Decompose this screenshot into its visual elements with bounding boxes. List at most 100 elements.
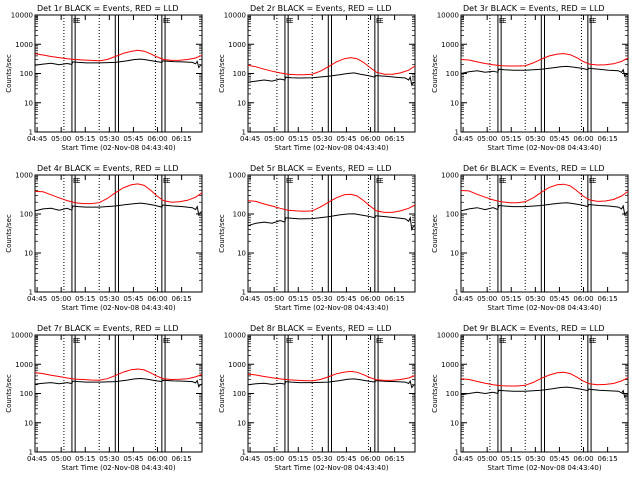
y-axis-label: Counts/sec (5, 54, 13, 93)
panel-det-2r: Det 2r BLACK = Events, RED = LLD 1 10 100 10… (218, 4, 416, 152)
interval-marker: E (589, 177, 593, 185)
x-tick-label: 05:30 (312, 135, 332, 143)
y-tick-label: 1000 (228, 361, 246, 369)
y-tick-label: 1 (455, 129, 459, 137)
y-axis-label: Counts/sec (5, 214, 13, 253)
x-tick-label: 06:15 (598, 295, 618, 303)
x-tick-label: 05:30 (525, 455, 545, 463)
interval-marker: E (289, 177, 293, 185)
x-tick-label: 04:45 (27, 295, 47, 303)
x-tick-label: 05:00 (264, 295, 284, 303)
x-tick-label: 06:15 (385, 135, 405, 143)
interval-marker: E (502, 17, 506, 25)
x-tick-label: 05:45 (549, 135, 569, 143)
x-tick-label: 06:00 (147, 455, 167, 463)
x-tick-label: 06:00 (573, 455, 593, 463)
interval-marker: E (73, 17, 77, 25)
interval-marker: E (379, 17, 383, 25)
x-tick-label: 05:15 (75, 295, 95, 303)
x-tick-label: 06:00 (360, 295, 380, 303)
interval-marker: E (286, 337, 290, 345)
y-tick-label: 10000 (437, 332, 459, 340)
panel-title: Det 7r BLACK = Events, RED = LLD (37, 324, 179, 333)
panel-title: Det 2r BLACK = Events, RED = LLD (250, 4, 392, 13)
interval-marker: E (289, 337, 293, 345)
interval-marker: E (73, 337, 77, 345)
interval-marker: E (76, 17, 80, 25)
y-tick-label: 1 (29, 449, 33, 457)
x-tick-label: 06:15 (172, 135, 192, 143)
x-axis-label: Start Time (02-Nov-08 04:43:40) (274, 144, 388, 152)
y-tick-label: 100 (20, 211, 33, 219)
panel-title: Det 5r BLACK = Events, RED = LLD (250, 164, 392, 173)
x-tick-label: 05:00 (477, 135, 497, 143)
x-tick-label: 05:00 (264, 135, 284, 143)
x-tick-label: 05:15 (288, 455, 308, 463)
panel-det-6r: Det 6r BLACK = Events, RED = LLD 1 10 100 10… (431, 164, 629, 312)
y-tick-label: 10 (237, 250, 246, 258)
y-axis-label: Counts/sec (431, 374, 439, 413)
series-events-line (460, 202, 629, 217)
interval-marker: E (502, 337, 506, 345)
interval-marker: E (376, 337, 380, 345)
y-tick-label: 100 (233, 390, 246, 398)
panel-title: Det 1r BLACK = Events, RED = LLD (37, 4, 179, 13)
x-tick-label: 06:15 (172, 455, 192, 463)
series-lld-line (247, 193, 416, 213)
y-tick-label: 100 (446, 211, 459, 219)
interval-marker: E (376, 177, 380, 185)
y-tick-label: 10000 (224, 12, 246, 20)
series-lld-line (460, 183, 629, 204)
interval-marker: E (166, 177, 170, 185)
x-tick-label: 05:30 (99, 295, 119, 303)
y-tick-label: 1 (242, 289, 246, 297)
x-tick-label: 06:00 (147, 295, 167, 303)
x-tick-label: 05:15 (288, 295, 308, 303)
panel-det-9r: Det 9r BLACK = Events, RED = LLD 1 10 100 10… (431, 324, 629, 472)
panel-det-4r: Det 4r BLACK = Events, RED = LLD 1 10 100 10… (5, 164, 203, 312)
x-tick-label: 06:15 (598, 135, 618, 143)
x-tick-label: 06:00 (573, 135, 593, 143)
y-tick-label: 1 (242, 129, 246, 137)
x-tick-label: 05:00 (264, 455, 284, 463)
x-tick-label: 05:15 (75, 455, 95, 463)
x-tick-label: 04:45 (453, 455, 473, 463)
y-tick-label: 1 (29, 129, 33, 137)
x-tick-label: 04:45 (240, 295, 260, 303)
y-tick-label: 1000 (441, 172, 459, 180)
y-axis-label: Counts/sec (431, 214, 439, 253)
y-tick-label: 1000 (15, 41, 33, 49)
y-axis-label: Counts/sec (5, 374, 13, 413)
interval-marker: E (163, 17, 167, 25)
x-tick-label: 05:45 (549, 295, 569, 303)
series-lld-line (34, 368, 203, 381)
y-tick-label: 10 (24, 250, 33, 258)
series-events-line (34, 377, 203, 388)
y-axis-label: Counts/sec (218, 54, 226, 93)
y-tick-label: 1 (455, 449, 459, 457)
y-tick-label: 1 (455, 289, 459, 297)
panel-det-3r: Det 3r BLACK = Events, RED = LLD 1 10 100 10… (431, 4, 629, 152)
interval-marker: E (592, 177, 596, 185)
x-tick-label: 06:00 (573, 295, 593, 303)
panel-title: Det 6r BLACK = Events, RED = LLD (463, 164, 605, 173)
x-tick-label: 06:15 (598, 455, 618, 463)
x-tick-label: 04:45 (453, 135, 473, 143)
series-events-line (247, 378, 416, 389)
x-tick-label: 06:00 (360, 135, 380, 143)
x-tick-label: 05:00 (477, 455, 497, 463)
x-tick-label: 05:30 (99, 135, 119, 143)
y-tick-label: 1000 (441, 361, 459, 369)
x-tick-label: 05:45 (123, 455, 143, 463)
panel-title: Det 9r BLACK = Events, RED = LLD (463, 324, 605, 333)
x-tick-label: 05:30 (312, 295, 332, 303)
series-events-line (460, 65, 629, 78)
y-tick-label: 1000 (15, 361, 33, 369)
x-axis-label: Start Time (02-Nov-08 04:43:40) (61, 304, 175, 312)
y-axis-label: Counts/sec (218, 374, 226, 413)
y-tick-label: 100 (446, 70, 459, 78)
interval-marker: E (286, 17, 290, 25)
x-tick-label: 06:00 (360, 455, 380, 463)
x-tick-label: 05:30 (312, 455, 332, 463)
